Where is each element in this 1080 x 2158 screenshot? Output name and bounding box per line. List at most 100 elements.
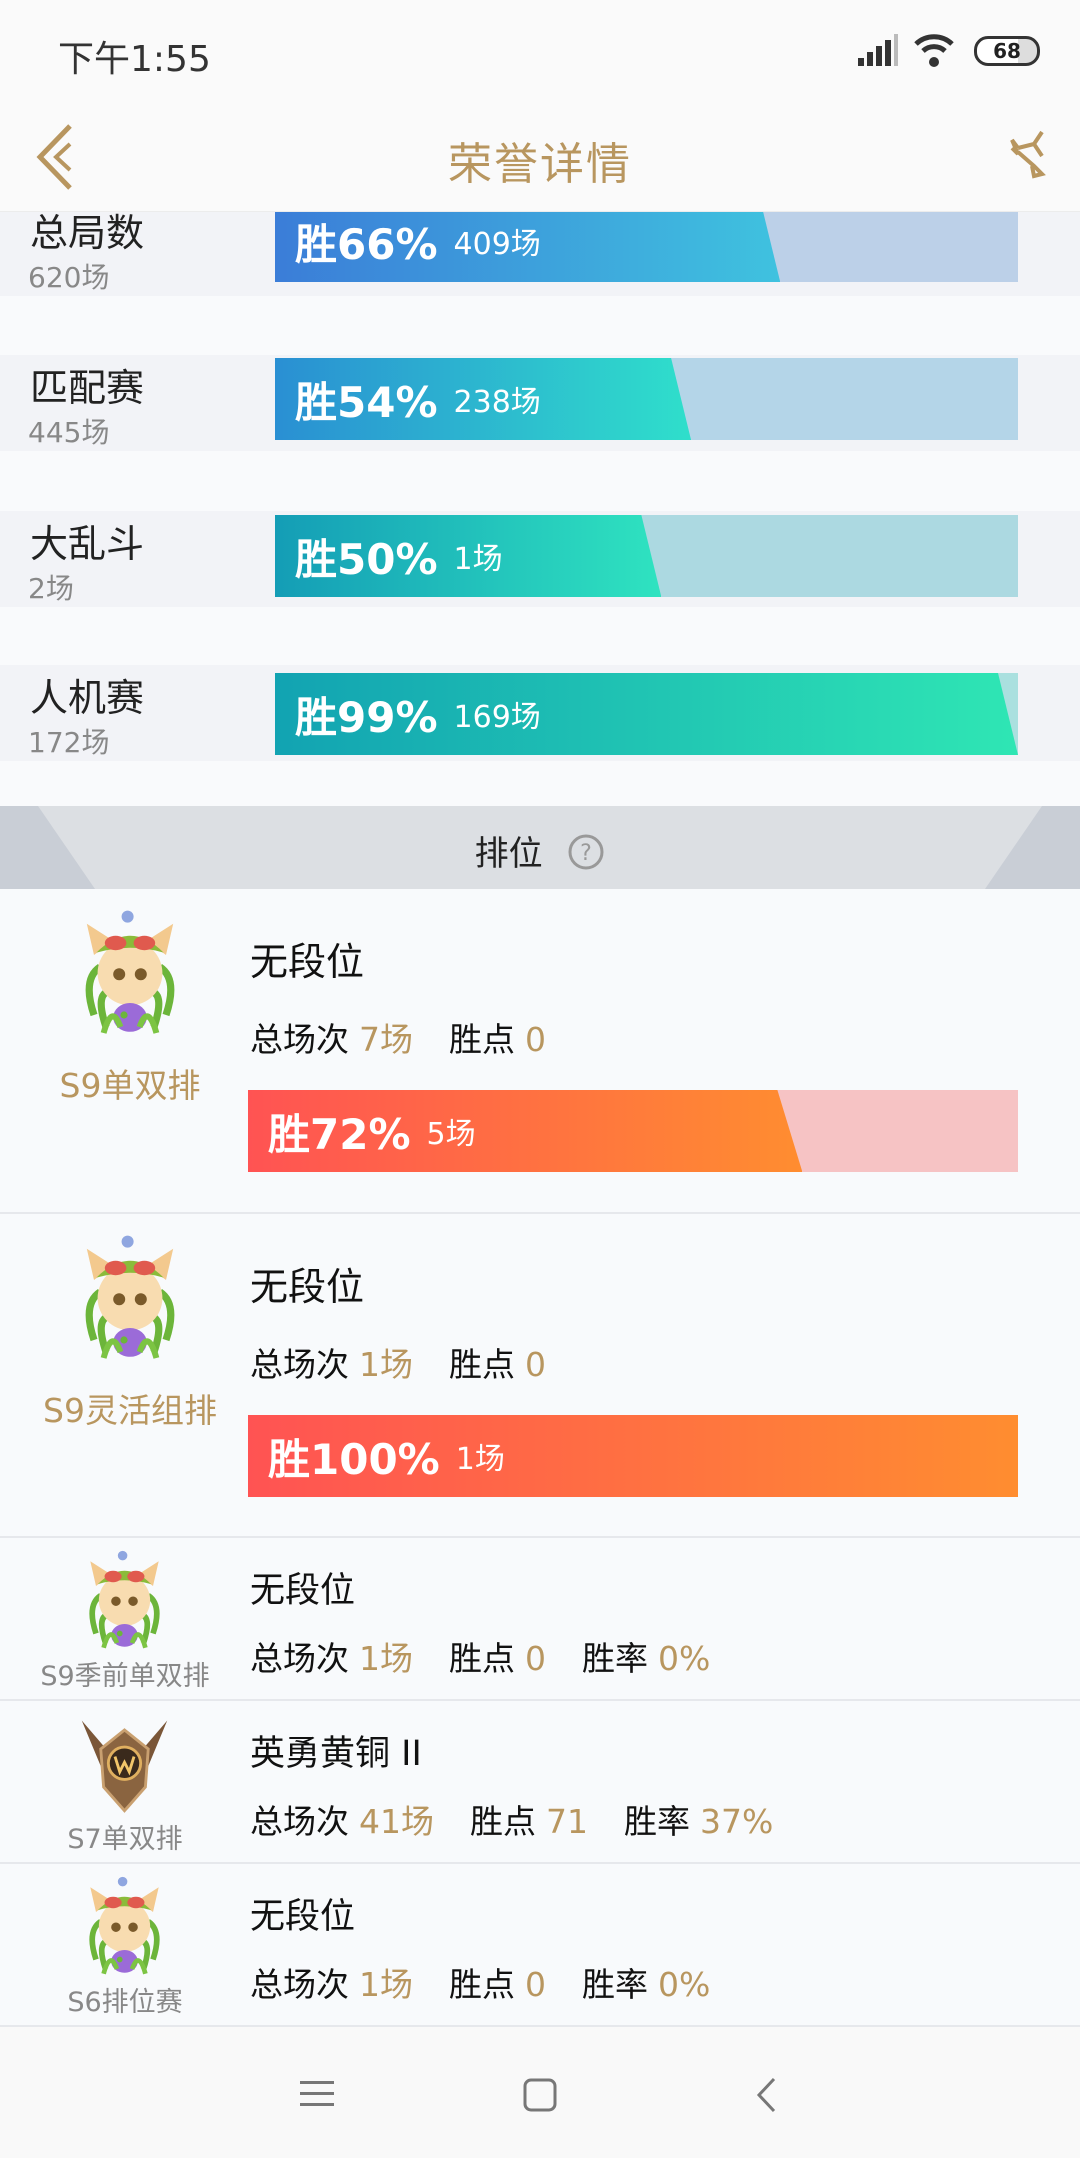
rank-title: 无段位 (250, 1897, 356, 1937)
points-value: 0 (525, 1965, 546, 2004)
rank-stats: 总场次 1场 胜点 0 胜率 0% (250, 1958, 746, 2006)
total-label: 总场次 (250, 1345, 349, 1384)
total-label: 总场次 (250, 1802, 349, 1841)
rank-title: 无段位 (250, 1571, 356, 1611)
stat-label: 人机赛 (30, 676, 145, 720)
teemo-avatar-icon (77, 1874, 172, 1983)
stat-count: 172场 (28, 726, 110, 759)
total-value: 1场 (359, 1965, 413, 2004)
points-value: 71 (546, 1802, 588, 1841)
ranked-item[interactable]: S9季前单双排 无段位总场次 1场 胜点 0 胜率 0% (0, 1538, 1080, 1701)
rate-label: 胜率 (582, 1965, 648, 2004)
rank-stats: 总场次 7场 胜点 0 (250, 1013, 582, 1061)
rank-title: 无段位 (250, 940, 365, 984)
app-header: 荣誉详情 (0, 100, 1080, 212)
win-rate-fill (275, 673, 1018, 755)
season-label: S9灵活组排 (43, 1391, 217, 1430)
total-label: 总场次 (250, 1639, 349, 1678)
rate-value: 0% (658, 1965, 711, 2004)
battery-icon: 68 (974, 36, 1040, 66)
rate-label: 胜率 (624, 1802, 690, 1841)
status-time: 下午1:55 (58, 39, 211, 80)
teemo-avatar-icon (70, 907, 190, 1043)
ranked-title-text: 排位 (474, 834, 543, 874)
win-games: 5场 (426, 1117, 476, 1152)
stat-count: 2场 (28, 572, 74, 605)
total-label: 总场次 (250, 1020, 349, 1059)
share-icon[interactable] (1004, 126, 1048, 180)
win-rate-label: 胜100% (268, 1434, 440, 1484)
total-value: 1场 (359, 1639, 413, 1678)
rate-value: 37% (700, 1802, 774, 1841)
status-bar: 下午1:55 68 (0, 0, 1080, 100)
system-nav-bar (0, 2027, 1080, 2158)
svg-text:?: ? (581, 841, 593, 866)
points-label: 胜点 (449, 1020, 515, 1059)
season-label: S9单双排 (59, 1066, 201, 1105)
stat-label: 匹配赛 (30, 366, 145, 410)
battery-level: 68 (993, 39, 1021, 63)
win-rate-fill (248, 1090, 802, 1172)
win-games: 409场 (453, 227, 541, 262)
points-value: 0 (525, 1020, 546, 1059)
ranked-item[interactable]: S6排位赛 无段位总场次 1场 胜点 0 胜率 0% (0, 1864, 1080, 2027)
season-label: S7单双排 (67, 1824, 183, 1855)
teemo-avatar-icon (77, 1548, 172, 1657)
total-value: 41场 (359, 1802, 434, 1841)
ranked-item[interactable]: S9单双排 无段位总场次 7场 胜点 0 胜72% 5场 (0, 889, 1080, 1214)
rank-title: 英勇黄铜 II (250, 1734, 422, 1774)
back-chevron-icon[interactable] (34, 122, 74, 192)
win-rate-fill (275, 358, 691, 440)
rank-stats: 总场次 41场 胜点 71 胜率 37% (250, 1795, 809, 1843)
win-rate-label: 胜50% (295, 534, 438, 584)
rate-value: 0% (658, 1639, 711, 1678)
points-value: 0 (525, 1639, 546, 1678)
stat-label: 大乱斗 (30, 522, 145, 566)
stat-row-total[interactable]: 总局数 620场 胜66% 409场 (0, 200, 1080, 296)
win-rate-bar: 胜66% 409场 (275, 200, 1018, 282)
total-value: 1场 (359, 1345, 413, 1384)
page-title: 荣誉详情 (448, 139, 632, 190)
win-games: 238场 (453, 385, 541, 420)
win-rate-label: 胜72% (268, 1109, 411, 1159)
win-games: 169场 (453, 700, 541, 735)
rank-stats: 总场次 1场 胜点 0 胜率 0% (250, 1632, 746, 1680)
win-rate-label: 胜54% (295, 377, 438, 427)
rate-label: 胜率 (582, 1639, 648, 1678)
stat-count: 445场 (28, 416, 110, 449)
stat-count: 620场 (28, 261, 110, 294)
rank-stats: 总场次 1场 胜点 0 (250, 1338, 582, 1386)
ranked-item[interactable]: S9灵活组排 无段位 总场次 1场 胜点 0 胜100% 1场 (0, 1214, 1080, 1538)
win-rate-bar: 胜50% 1场 (275, 515, 1018, 597)
points-label: 胜点 (449, 1345, 515, 1384)
win-games: 1场 (455, 1442, 505, 1477)
menu-icon[interactable] (300, 2079, 336, 2109)
bronze-badge-icon (77, 1711, 172, 1820)
win-rate-bar: 胜54% 238场 (275, 358, 1018, 440)
stat-row-match[interactable]: 匹配赛 445场 胜54% 238场 (0, 355, 1080, 451)
season-label: S6排位赛 (67, 1987, 183, 2018)
ranked-win-bar: 胜72% 5场 (248, 1090, 1018, 1172)
wifi-icon (914, 34, 954, 67)
back-icon[interactable] (754, 2075, 778, 2115)
win-rate-fill (275, 515, 661, 597)
header-corner-decoration (0, 806, 1080, 889)
points-value: 0 (525, 1345, 546, 1384)
stat-row-bot[interactable]: 人机赛 172场 胜99% 169场 (0, 665, 1080, 761)
stat-row-aram[interactable]: 大乱斗 2场 胜50% 1场 (0, 511, 1080, 607)
total-label: 总场次 (250, 1965, 349, 2004)
win-games: 1场 (453, 542, 503, 577)
win-rate-fill (275, 200, 780, 282)
total-value: 7场 (359, 1020, 413, 1059)
ranked-title: 排位 ? (0, 826, 1080, 875)
question-circle-icon[interactable]: ? (567, 833, 605, 871)
signal-icon (858, 34, 898, 66)
points-label: 胜点 (449, 1639, 515, 1678)
points-label: 胜点 (470, 1802, 536, 1841)
win-rate-fill (248, 1415, 1018, 1497)
home-icon[interactable] (522, 2077, 558, 2113)
ranked-item[interactable]: S7单双排 英勇黄铜 II 总场次 41场 胜点 71 胜率 37% (0, 1701, 1080, 1864)
points-label: 胜点 (449, 1965, 515, 2004)
season-label: S9季前单双排 (40, 1661, 210, 1692)
ranked-section-header: 排位 ? (0, 806, 1080, 889)
